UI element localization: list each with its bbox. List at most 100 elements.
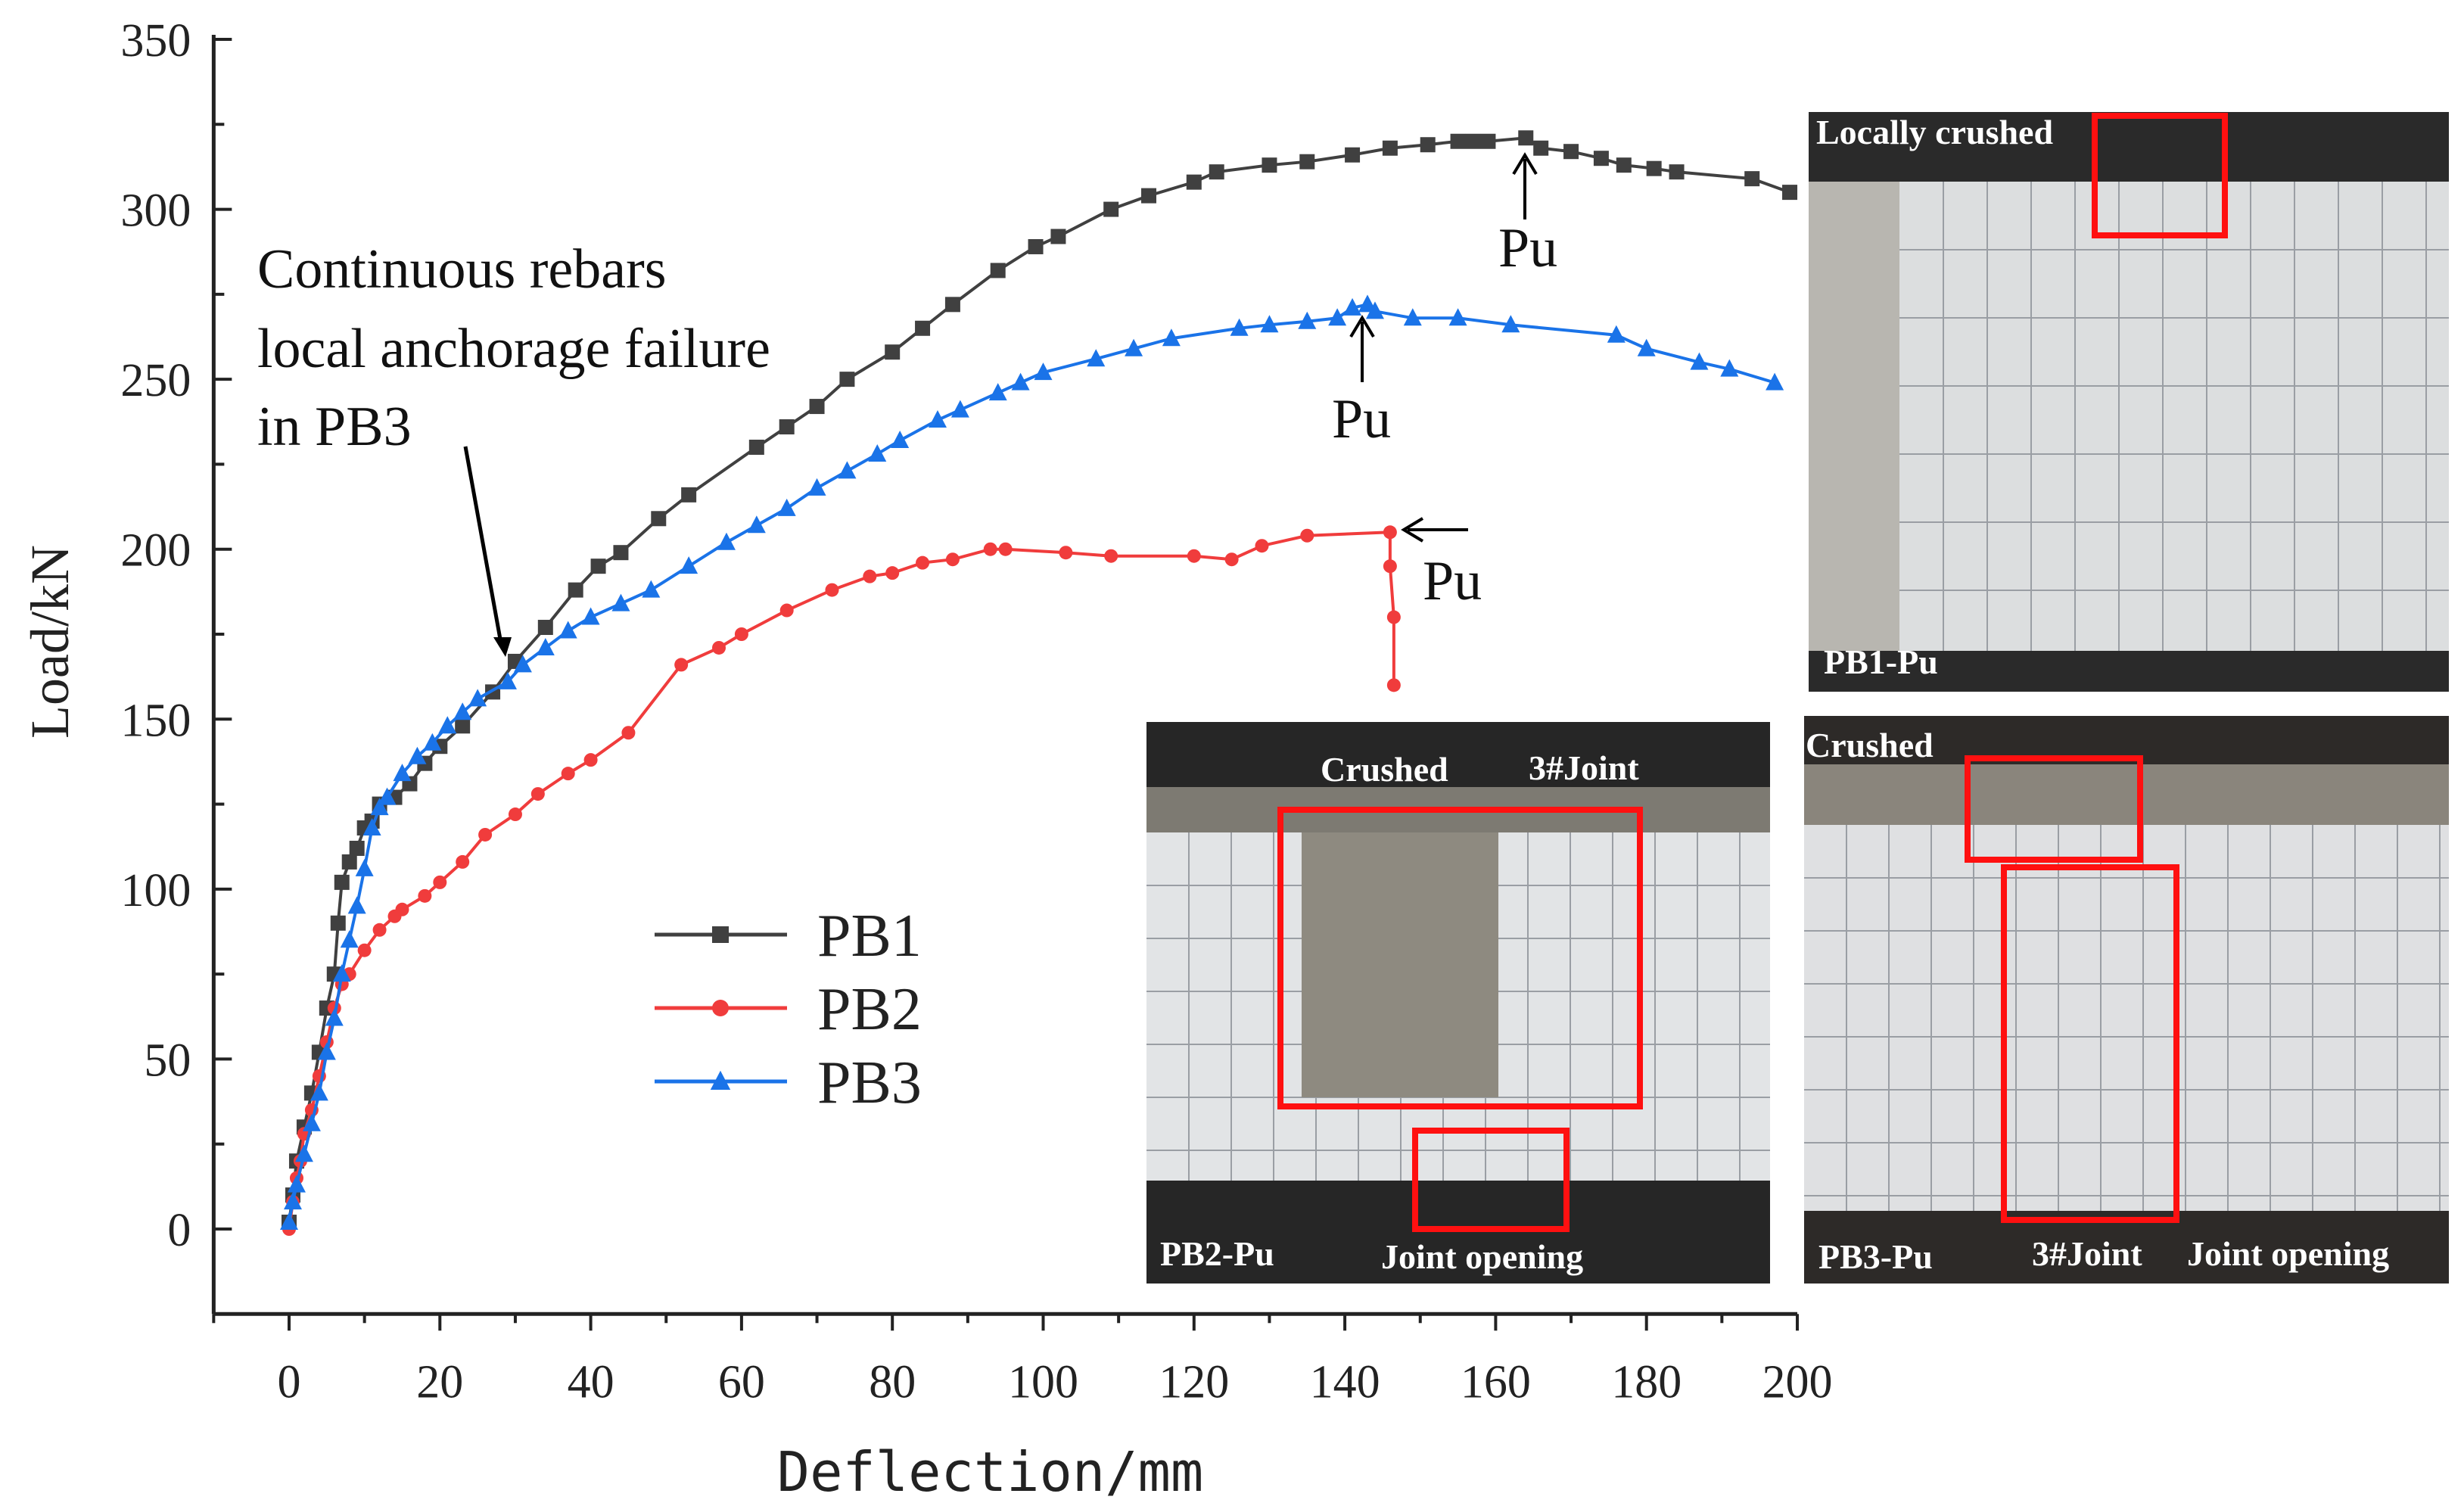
data-point <box>777 498 796 516</box>
legend: PB1 PB2 PB3 <box>655 903 922 1116</box>
series-pb1 <box>282 130 1798 1231</box>
data-point <box>568 582 583 598</box>
data-point <box>1480 133 1496 149</box>
y-tick-label: 100 <box>120 865 191 916</box>
y-axis-title: Load/kN <box>20 545 80 739</box>
legend-entry-pb3: PB3 <box>655 1050 922 1116</box>
data-point <box>1298 311 1317 329</box>
x-tick-label: 180 <box>1611 1356 1682 1408</box>
data-point <box>330 915 346 931</box>
data-point <box>334 874 350 890</box>
data-point <box>1782 185 1798 201</box>
data-point <box>950 400 969 418</box>
data-point <box>863 569 877 583</box>
data-point <box>438 716 457 734</box>
data-point <box>621 726 636 740</box>
data-point <box>1087 349 1106 367</box>
legend-entry-pb2: PB2 <box>655 976 922 1043</box>
data-point <box>779 419 795 435</box>
data-point <box>885 566 900 580</box>
data-point <box>915 320 931 336</box>
data-point <box>468 689 487 707</box>
photo-pb3: Crushed PB3-Pu 3#Joint Joint opening <box>1804 716 2449 1284</box>
legend-label: PB1 <box>817 903 922 969</box>
data-point <box>294 1144 313 1162</box>
data-point <box>712 640 726 655</box>
data-point <box>1162 328 1181 347</box>
y-tick-label: 350 <box>120 15 191 67</box>
series-pb2 <box>282 525 1401 1236</box>
data-point <box>317 1042 336 1060</box>
data-point <box>944 297 960 313</box>
data-point <box>642 580 661 598</box>
data-point <box>1448 308 1467 326</box>
series-pb3 <box>280 294 1784 1231</box>
x-tick-label: 80 <box>869 1356 916 1408</box>
data-point <box>1563 144 1579 160</box>
data-point <box>809 399 825 415</box>
data-point <box>1382 140 1398 156</box>
data-point <box>1262 157 1277 173</box>
data-point <box>1141 188 1157 204</box>
data-point <box>590 559 606 574</box>
data-point <box>1403 308 1422 326</box>
data-point <box>347 896 366 914</box>
data-point <box>717 532 736 550</box>
data-point <box>1616 157 1632 173</box>
data-point <box>332 964 351 982</box>
data-point <box>583 753 598 767</box>
data-point <box>370 798 389 816</box>
data-point <box>1011 372 1030 391</box>
x-tick-label: 20 <box>416 1356 463 1408</box>
data-point <box>1260 315 1279 333</box>
data-point <box>1209 164 1224 180</box>
data-point <box>1034 362 1053 381</box>
data-point <box>283 1192 302 1210</box>
data-point <box>340 930 359 948</box>
data-point <box>1365 301 1384 319</box>
legend-label: PB3 <box>817 1050 922 1116</box>
data-point <box>779 603 794 618</box>
data-point <box>807 478 826 496</box>
x-tick-label: 120 <box>1159 1356 1229 1408</box>
data-point <box>1420 137 1436 153</box>
data-point <box>530 787 545 801</box>
data-point <box>651 511 667 527</box>
axes: 0 50 100 150 200 250 300 350 0 20 40 60 80 100 120 140 1… <box>20 15 1833 1504</box>
pu-arrow-up-icon <box>1512 152 1538 219</box>
photo-label: Joint opening <box>1381 1237 1583 1276</box>
data-point <box>455 718 471 734</box>
data-point <box>1646 160 1662 176</box>
annotation-line-1: Continuous rebars <box>257 238 667 300</box>
data-point <box>1720 359 1739 377</box>
annotation-arrow-icon <box>463 446 512 657</box>
data-point <box>453 702 472 720</box>
data-point <box>1383 559 1397 574</box>
series-layer <box>280 130 1798 1236</box>
legend-marker <box>712 1000 729 1016</box>
data-point <box>513 655 532 673</box>
data-point <box>1103 201 1119 217</box>
data-point <box>1255 539 1269 553</box>
y-tick-label: 50 <box>144 1035 191 1086</box>
y-tick-label: 0 <box>167 1205 191 1256</box>
data-point <box>558 621 577 639</box>
photo-pb1: Locally crushed PB1-Pu <box>1809 112 2449 692</box>
data-point <box>561 767 575 781</box>
data-point <box>372 923 387 937</box>
data-point <box>983 542 997 556</box>
photo-label: 3#Joint <box>2032 1234 2142 1273</box>
photo-label: PB1-Pu <box>1824 643 1938 681</box>
data-point <box>1593 151 1609 166</box>
photo-label: Joint opening <box>2187 1234 2389 1273</box>
data-point <box>681 487 697 503</box>
data-point <box>1343 297 1362 316</box>
pu-label-pb3: Pu <box>1332 388 1391 450</box>
data-point <box>362 818 381 836</box>
data-point <box>1669 164 1685 180</box>
legend-label: PB2 <box>817 976 922 1043</box>
data-point <box>378 787 397 805</box>
data-point <box>1383 525 1397 540</box>
photo-label: Locally crushed <box>1816 113 2053 151</box>
data-point <box>357 943 372 957</box>
